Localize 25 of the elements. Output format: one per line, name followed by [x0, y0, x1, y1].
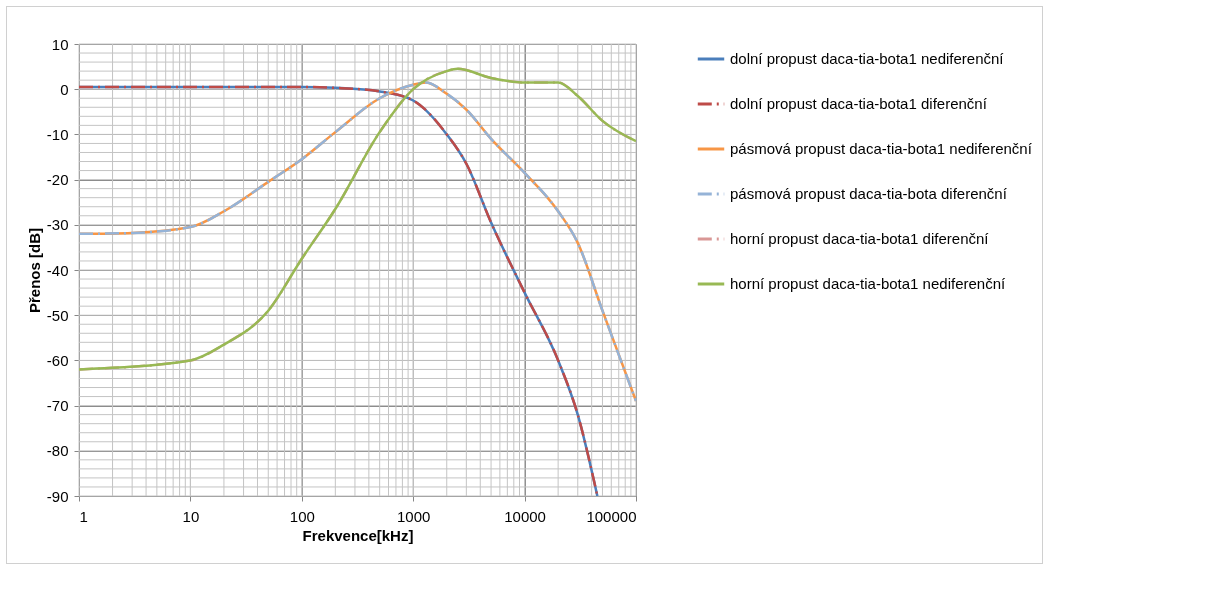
y-tick-label: -70 [46, 397, 69, 415]
legend-label: pásmová propust daca-tia-bota1 nediferenční [730, 140, 1033, 157]
y-tick-label: -30 [46, 216, 69, 234]
legend-label: dolní propust daca-tia-bota1 nediferenční [730, 50, 1005, 67]
x-tick-label: 1000 [397, 507, 431, 525]
y-tick-label: -60 [46, 351, 69, 369]
legend-label: dolní propust daca-tia-bota1 diferenční [730, 95, 988, 112]
x-axis-title: Frekvence[kHz] [302, 526, 414, 544]
legend-label: horní propust daca-tia-bota1 diferenční [730, 230, 990, 247]
x-tick-label: 100000 [586, 507, 637, 525]
x-tick-label: 100 [289, 507, 315, 525]
y-tick-label: -90 [46, 487, 69, 505]
x-tick-label: 10000 [504, 507, 546, 525]
y-tick-label: -80 [46, 442, 69, 460]
y-tick-label: 10 [51, 35, 69, 53]
y-tick-label: -20 [46, 171, 69, 189]
legend-label: pásmová propust daca-tia-bota diferenční [730, 185, 1008, 202]
x-tick-label: 10 [182, 507, 200, 525]
y-axis-title: Přenos [dB] [25, 227, 43, 314]
x-tick-label: 1 [79, 507, 88, 525]
y-tick-label: -50 [46, 306, 69, 324]
legend-label: horní propust daca-tia-bota1 nediferenční [730, 275, 1007, 292]
y-tick-label: 0 [60, 80, 69, 98]
y-tick-label: -10 [46, 125, 69, 143]
y-tick-label: -40 [46, 261, 69, 279]
